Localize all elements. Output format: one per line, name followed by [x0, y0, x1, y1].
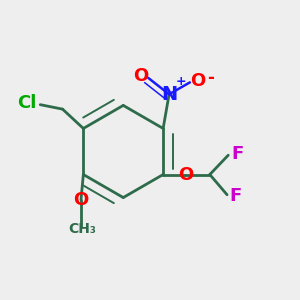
Text: -: -: [207, 69, 214, 87]
Text: CH₃: CH₃: [68, 222, 96, 236]
Text: O: O: [190, 72, 205, 90]
Text: O: O: [133, 67, 148, 85]
Text: N: N: [161, 85, 177, 104]
Text: Cl: Cl: [17, 94, 37, 112]
Text: F: F: [231, 145, 243, 163]
Text: O: O: [73, 191, 88, 209]
Text: F: F: [230, 187, 242, 205]
Text: +: +: [176, 75, 186, 88]
Text: O: O: [178, 166, 194, 184]
